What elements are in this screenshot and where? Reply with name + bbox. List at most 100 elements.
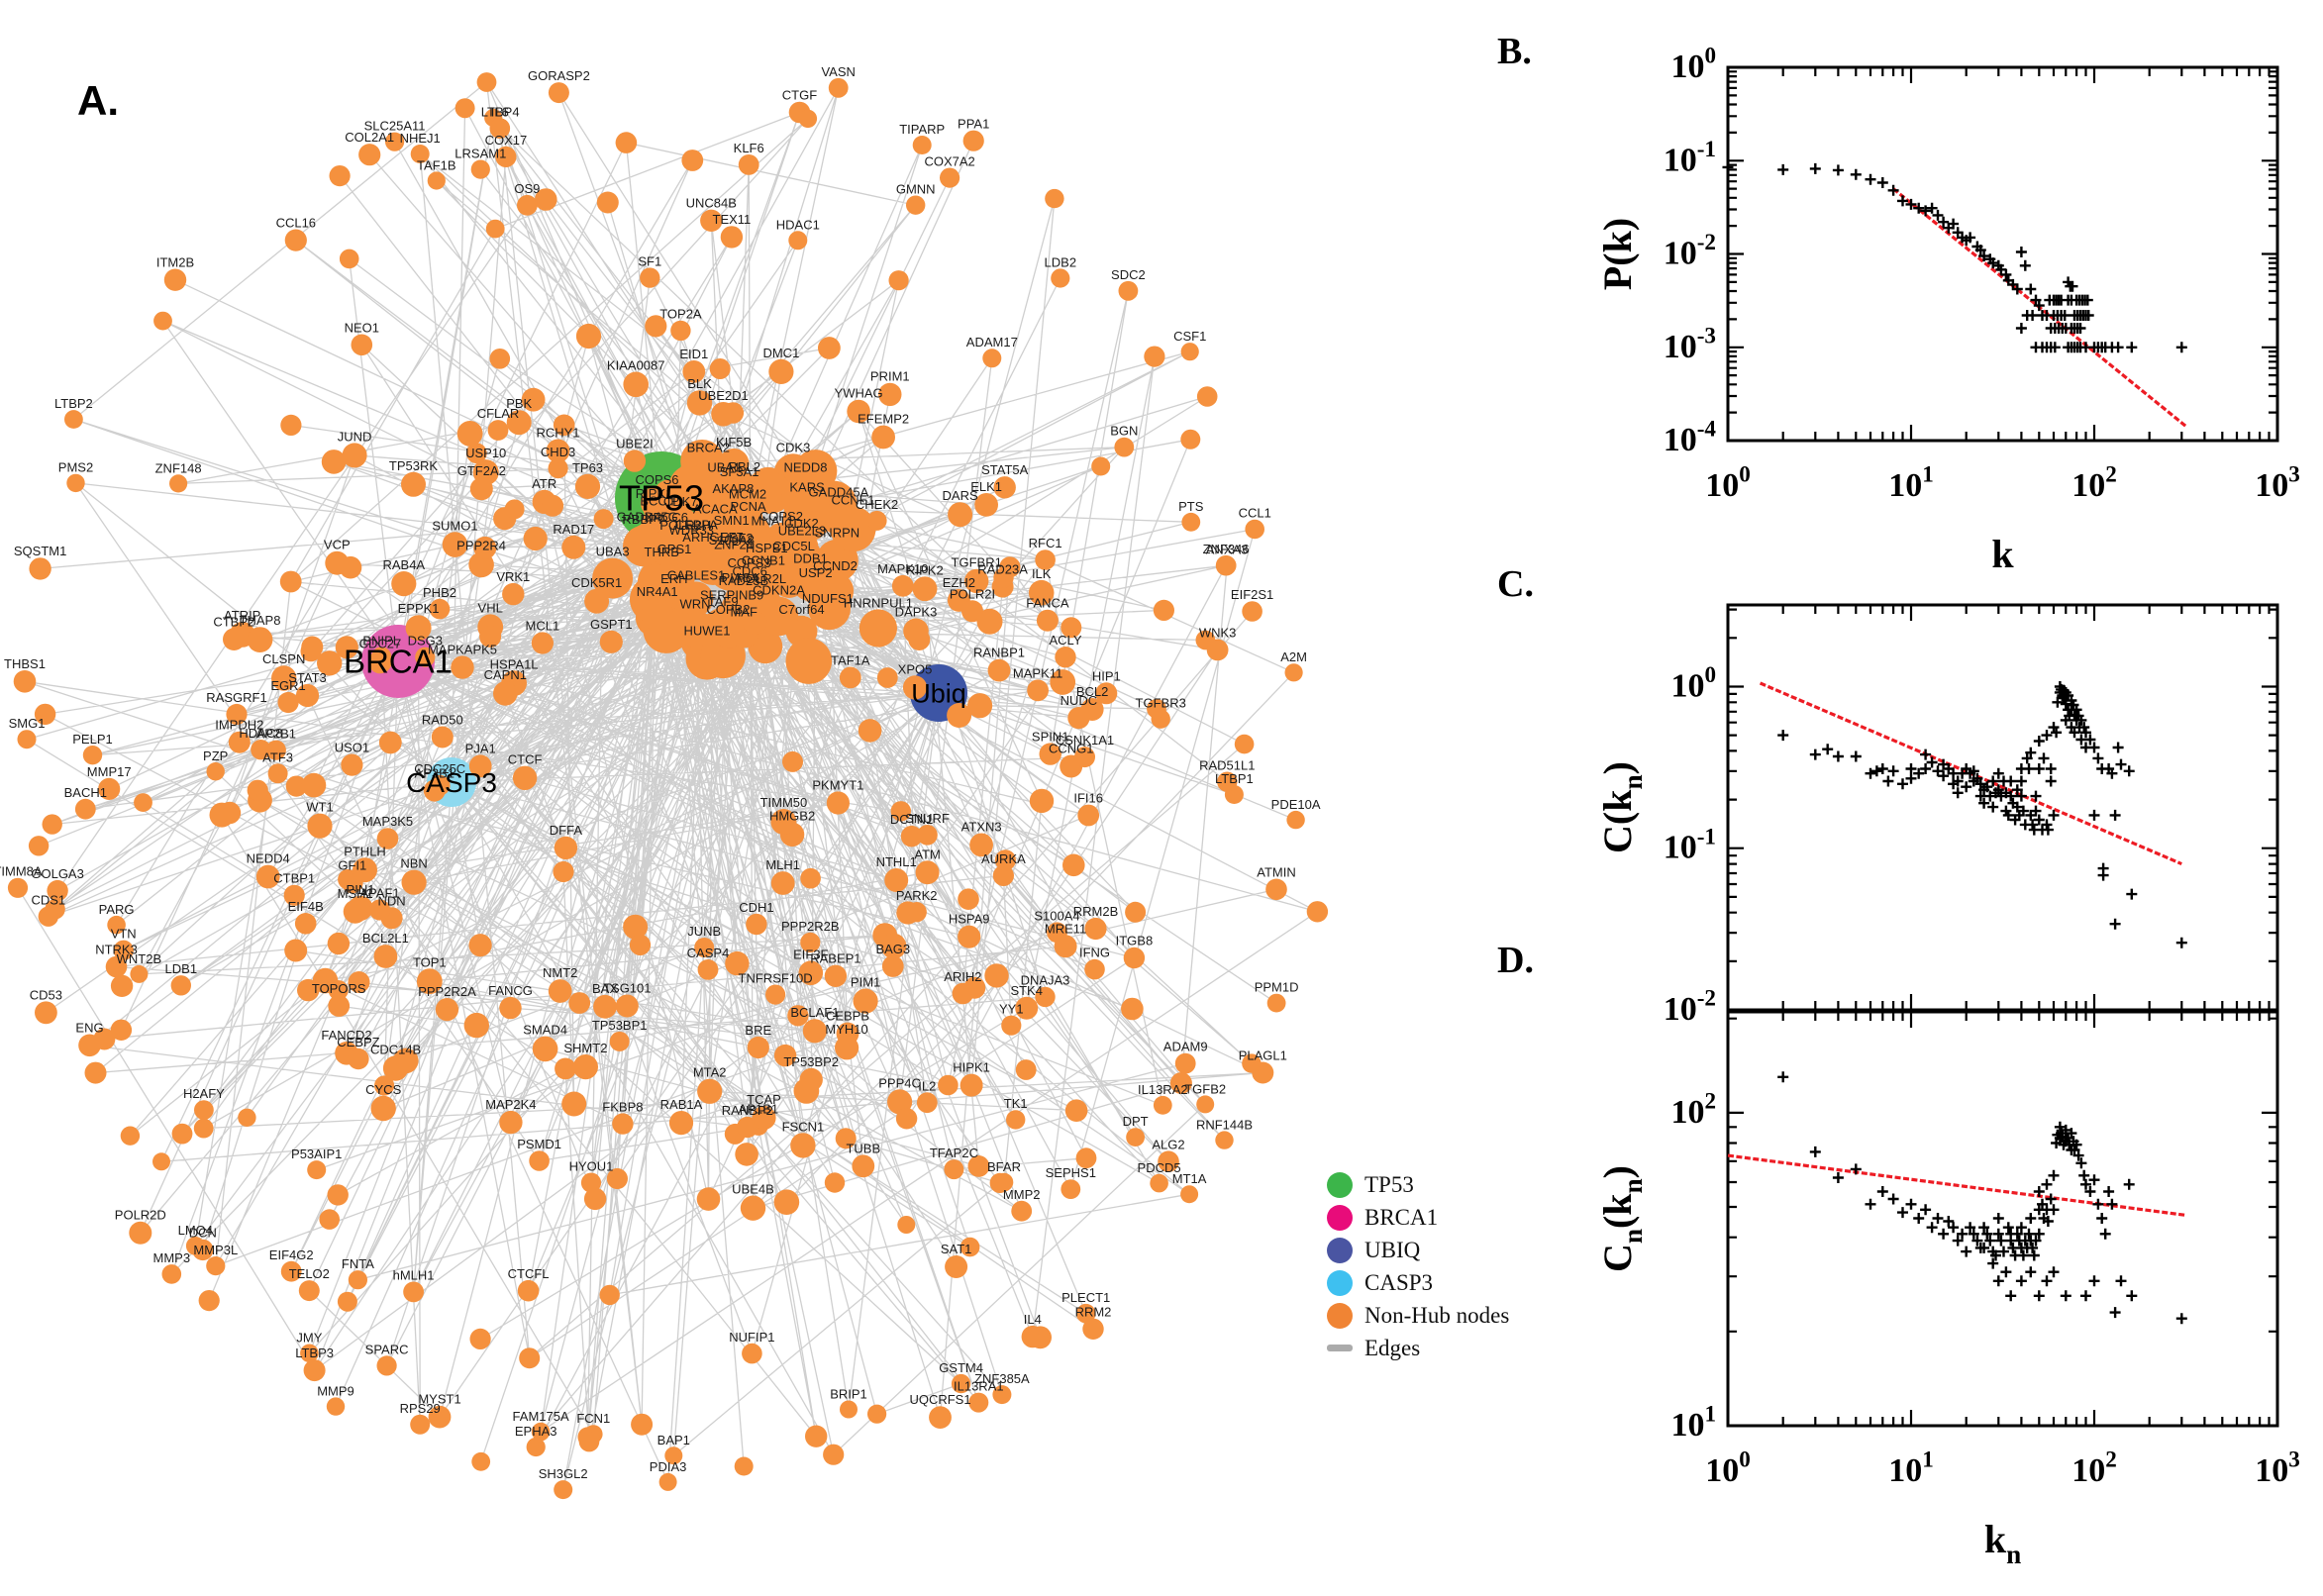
- svg-text:ANXA3: ANXA3: [1206, 543, 1249, 557]
- charts-column: 100​10-1​10-2​10-3​10-4​100​101​102​103​…: [1595, 44, 2300, 1569]
- svg-text:PDIA3: PDIA3: [650, 1459, 687, 1474]
- svg-text:ATF3: ATF3: [262, 749, 293, 764]
- legend-item-edges: Edges: [1327, 1332, 1509, 1364]
- svg-text:YWHAG: YWHAG: [835, 386, 883, 401]
- svg-text:RIPK2: RIPK2: [906, 562, 944, 577]
- panel-a-label: A.: [77, 77, 119, 124]
- chart-panel-b: 100​10-1​10-2​10-3​10-4​100​101​102​103​…: [1595, 44, 2300, 576]
- scatter-points: [1777, 1071, 2187, 1325]
- svg-text:TP53RK: TP53RK: [389, 458, 438, 473]
- svg-text:DNAJA3: DNAJA3: [1021, 973, 1070, 988]
- svg-text:FKBP8: FKBP8: [602, 1099, 643, 1114]
- svg-text:CEBPB: CEBPB: [826, 1009, 869, 1024]
- svg-text:RBL2: RBL2: [729, 459, 761, 474]
- legend-label: TP53: [1364, 1171, 1414, 1197]
- svg-text:BCCIP: BCCIP: [640, 493, 679, 508]
- svg-text:NEDD8: NEDD8: [783, 459, 827, 474]
- svg-text:CYCS: CYCS: [365, 1082, 401, 1097]
- svg-text:SMAD4: SMAD4: [523, 1023, 567, 1038]
- x-tick-label: 103​: [2255, 1447, 2300, 1489]
- svg-text:MAP3K5: MAP3K5: [362, 814, 413, 829]
- svg-text:FAM175A: FAM175A: [513, 1409, 569, 1424]
- svg-text:GMNN: GMNN: [896, 182, 936, 197]
- svg-text:POLR2H: POLR2H: [659, 518, 711, 533]
- svg-text:TGFB2: TGFB2: [1184, 1081, 1226, 1096]
- svg-text:SHMT2: SHMT2: [563, 1041, 607, 1055]
- x-tick-label: 102​: [2071, 1447, 2117, 1489]
- x-tick-label: 102​: [2071, 462, 2117, 504]
- fit-line: [1727, 1153, 2187, 1218]
- svg-text:GADD45A: GADD45A: [809, 484, 869, 499]
- y-tick-label: 10-3​: [1664, 323, 1716, 364]
- svg-text:TAF9: TAF9: [708, 594, 739, 609]
- legend-circle-swatch: [1327, 1204, 1353, 1231]
- legend-label: UBIQ: [1364, 1237, 1421, 1262]
- svg-text:RAD50: RAD50: [422, 713, 463, 728]
- svg-text:RFC1: RFC1: [1029, 536, 1062, 550]
- svg-text:CDC27: CDC27: [359, 637, 402, 651]
- svg-text:PBK: PBK: [506, 396, 532, 411]
- hub-label-brca1: BRCA1: [344, 644, 453, 680]
- svg-text:VTN: VTN: [111, 927, 137, 942]
- svg-text:WRN: WRN: [679, 596, 710, 611]
- y-tick-label: 10-4​: [1664, 417, 1717, 458]
- svg-text:CCNE1: CCNE1: [831, 493, 874, 508]
- svg-text:ATR: ATR: [532, 476, 556, 491]
- svg-text:GOLGA3: GOLGA3: [31, 866, 83, 881]
- svg-text:CTGF: CTGF: [782, 88, 817, 103]
- svg-text:CHEK2: CHEK2: [856, 497, 898, 512]
- svg-text:VCP: VCP: [324, 538, 351, 552]
- svg-text:KIAA0087: KIAA0087: [607, 358, 665, 373]
- svg-text:MT1A: MT1A: [1172, 1171, 1207, 1186]
- hub-label-tp53: TP53: [619, 478, 704, 519]
- svg-text:TK1: TK1: [1004, 1096, 1028, 1111]
- svg-text:FCN1: FCN1: [576, 1411, 610, 1426]
- svg-text:ZNF346: ZNF346: [1203, 542, 1250, 556]
- svg-text:UBE2I: UBE2I: [616, 436, 654, 450]
- x-tick-label: 101​: [1888, 462, 1934, 504]
- panel-b-label: B.: [1497, 31, 1532, 72]
- svg-text:AP3B1: AP3B1: [415, 766, 454, 781]
- x-axis-title: kn​: [1984, 1517, 2021, 1569]
- plot-frame: [1726, 1010, 2279, 1428]
- svg-text:HSPA1L: HSPA1L: [490, 656, 539, 671]
- svg-text:SMG1: SMG1: [9, 716, 46, 731]
- svg-text:UBE4B: UBE4B: [732, 1182, 774, 1197]
- svg-text:NUFIP1: NUFIP1: [729, 1330, 774, 1345]
- svg-text:TGFBR3: TGFBR3: [1136, 696, 1186, 711]
- svg-text:CDK5R1: CDK5R1: [571, 575, 622, 590]
- svg-text:SNRPN: SNRPN: [815, 526, 860, 541]
- svg-text:CDC14B: CDC14B: [370, 1042, 421, 1056]
- svg-text:H2AFY: H2AFY: [183, 1086, 225, 1101]
- svg-text:TFAP2C: TFAP2C: [930, 1146, 978, 1160]
- svg-text:MMP17: MMP17: [87, 764, 132, 779]
- svg-text:COPB2: COPB2: [706, 602, 750, 617]
- svg-text:VASN: VASN: [821, 64, 855, 79]
- axis-ticks: [1726, 65, 2279, 443]
- svg-text:EIF3F: EIF3F: [793, 948, 828, 962]
- svg-text:SNURF: SNURF: [905, 811, 950, 826]
- svg-text:MCM2: MCM2: [729, 487, 766, 502]
- legend-item-non-hub-nodes: Non-Hub nodes: [1327, 1299, 1509, 1332]
- svg-text:MMP3: MMP3: [153, 1250, 191, 1265]
- svg-text:SPARC: SPARC: [365, 1342, 409, 1356]
- svg-text:STK4: STK4: [1010, 983, 1043, 998]
- scatter-points: [1777, 681, 2187, 948]
- svg-text:CDS1: CDS1: [31, 893, 65, 908]
- svg-text:IL4: IL4: [1024, 1312, 1042, 1327]
- y-axis-title: C(kn​): [1595, 761, 1648, 853]
- svg-text:EPPK1: EPPK1: [398, 601, 440, 616]
- svg-text:YY1: YY1: [999, 1002, 1024, 1017]
- svg-text:MRE11: MRE11: [1045, 921, 1086, 936]
- svg-text:TELO2: TELO2: [289, 1266, 330, 1281]
- svg-text:EZH2: EZH2: [943, 575, 975, 590]
- svg-text:DSG3: DSG3: [408, 634, 443, 648]
- svg-text:IMPDH2: IMPDH2: [215, 718, 263, 733]
- svg-text:CASP4: CASP4: [687, 946, 730, 960]
- legend-circle-swatch: [1327, 1171, 1353, 1198]
- svg-text:AP1B1: AP1B1: [739, 1102, 778, 1117]
- svg-text:CDH1: CDH1: [739, 900, 773, 915]
- hub-label-ubiq: Ubiq: [911, 678, 966, 708]
- svg-text:RANBP1: RANBP1: [973, 646, 1025, 660]
- svg-text:AKAP8: AKAP8: [712, 481, 754, 496]
